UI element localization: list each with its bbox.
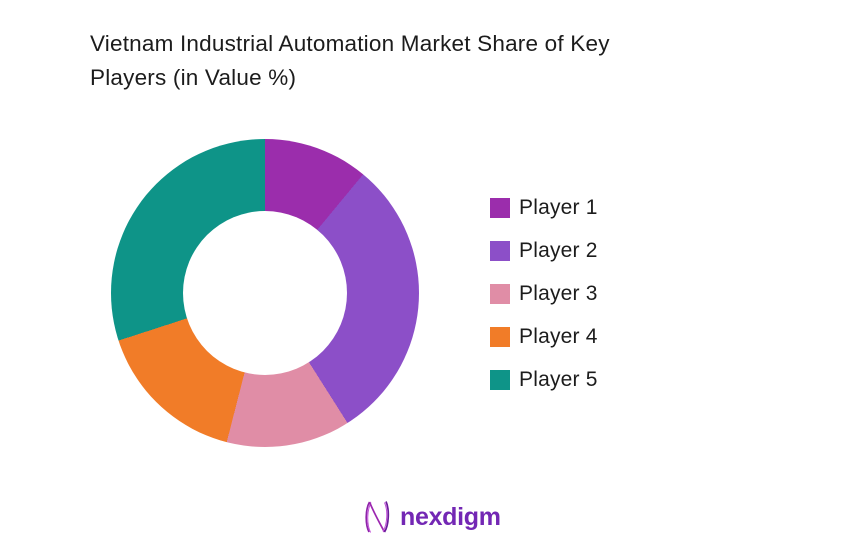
donut-chart-area [111,139,419,447]
donut-hole [183,211,347,375]
legend-swatch-player-2 [490,240,510,261]
legend-swatch-player-1 [490,197,510,218]
legend-label: Player 4 [519,324,598,348]
nexdigm-logo: nexdigm [361,499,501,535]
legend-item-player-5: Player 5 [490,367,598,391]
legend-item-player-2: Player 2 [490,238,598,262]
nexdigm-logo-icon [365,501,390,533]
chart-title: Vietnam Industrial Automation Market Sha… [90,27,610,95]
legend-swatch-player-5 [490,369,510,390]
legend-item-player-4: Player 4 [490,324,598,348]
legend-label: Player 5 [519,367,598,391]
legend-label: Player 3 [519,281,598,305]
legend-swatch-player-4 [490,326,510,347]
chart-title-line2: Players (in Value %) [90,65,297,90]
legend-item-player-1: Player 1 [490,195,598,219]
legend-label: Player 2 [519,238,598,262]
legend-swatch-player-3 [490,283,510,304]
nexdigm-wordmark: nexdigm [400,502,501,531]
legend-label: Player 1 [519,195,598,219]
chart-legend: Player 1 Player 2 Player 3 Player 4 Play… [490,195,598,391]
legend-item-player-3: Player 3 [490,281,598,305]
chart-title-line1: Vietnam Industrial Automation Market Sha… [90,31,610,56]
